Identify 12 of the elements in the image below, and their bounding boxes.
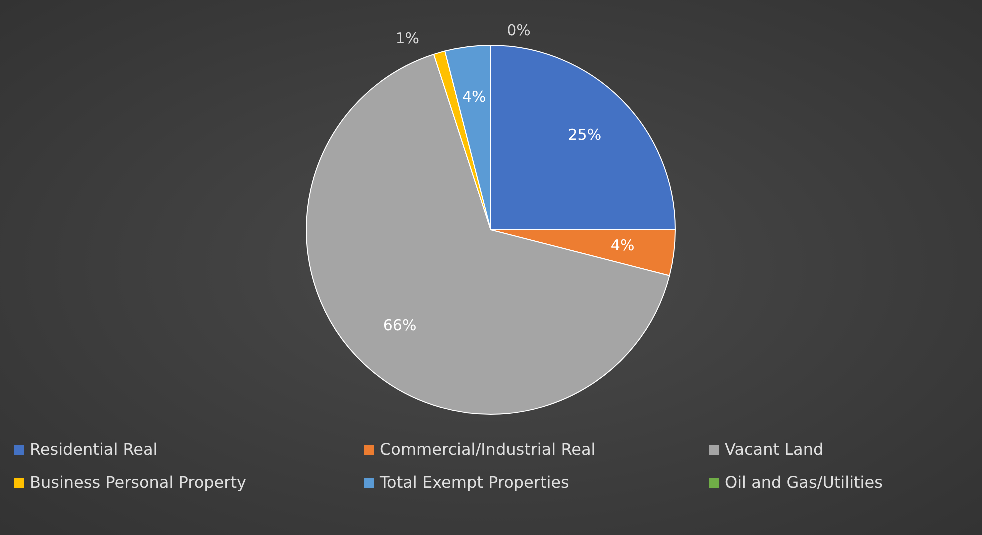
- legend-label: Total Exempt Properties: [380, 473, 570, 492]
- legend-label: Business Personal Property: [30, 473, 246, 492]
- data-label: 1%: [396, 29, 420, 48]
- slice-label: Vacant Land: [725, 440, 824, 459]
- data-label: 25%: [568, 126, 602, 144]
- legend-label: Residential Real: [30, 440, 158, 459]
- data-label: 66%: [383, 316, 417, 335]
- data-label: 4%: [610, 236, 635, 255]
- text: 0%: [507, 21, 531, 40]
- legend-label: Commercial/Industrial Real: [380, 440, 596, 459]
- data-label: 4%: [462, 88, 486, 106]
- legend-label: Oil and Gas/Utilities: [725, 473, 883, 492]
